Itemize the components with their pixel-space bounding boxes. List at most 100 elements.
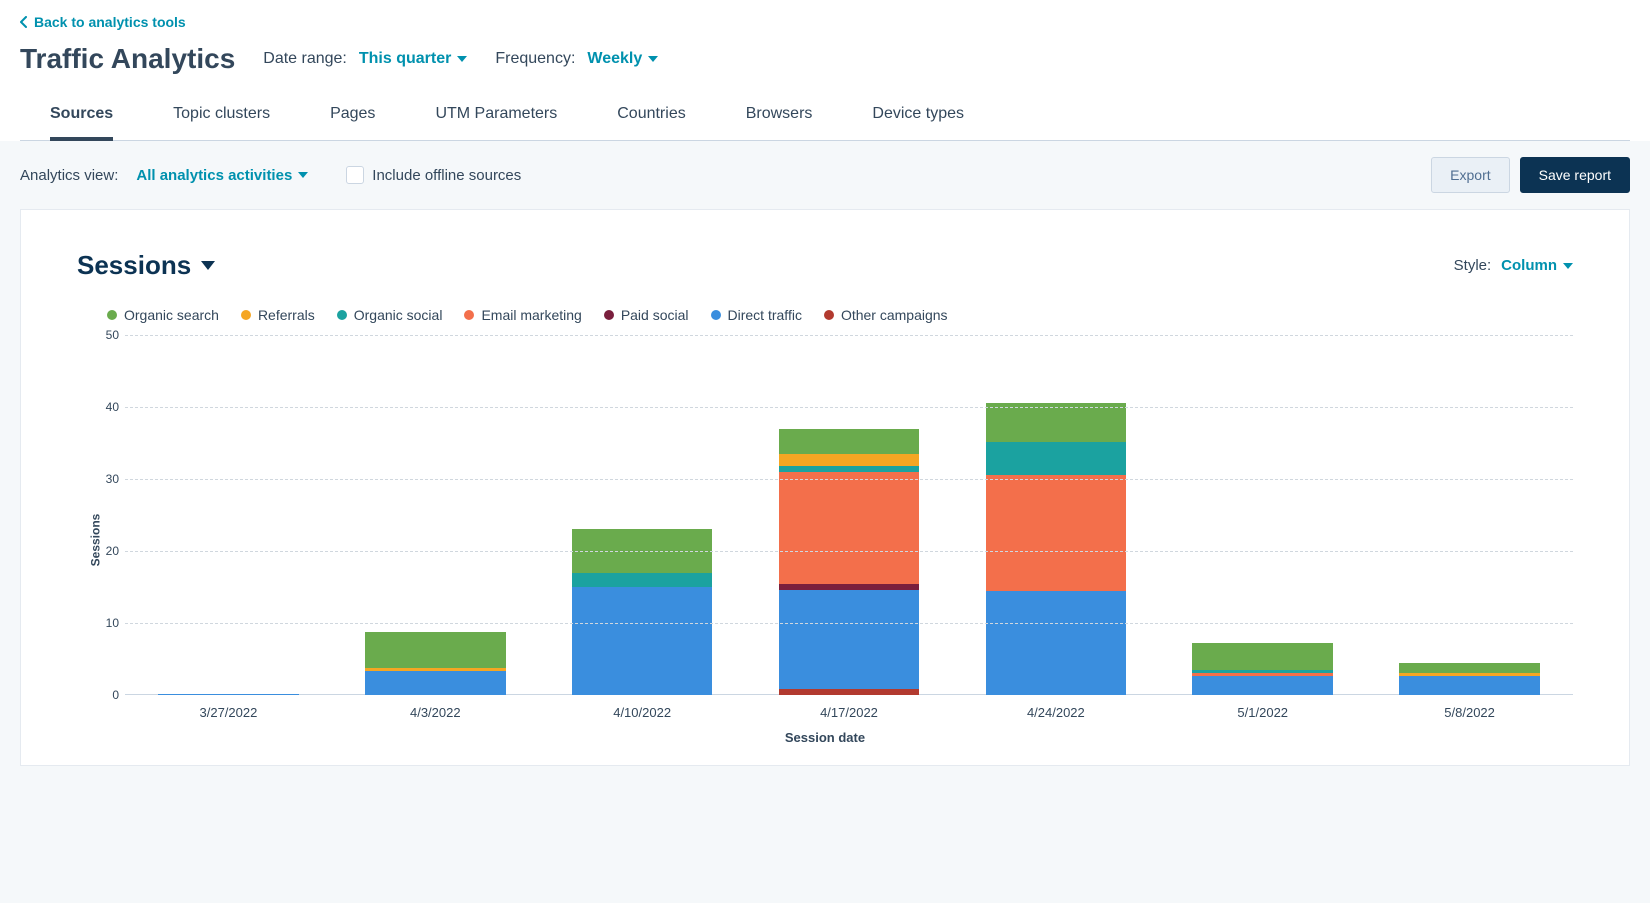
bar-segment-direct-traffic[interactable] [1399, 676, 1540, 695]
legend-swatch [604, 310, 614, 320]
bar-segment-organic-search[interactable] [1192, 643, 1333, 670]
legend-swatch [711, 310, 721, 320]
legend-item-email-marketing[interactable]: Email marketing [464, 307, 581, 323]
chart-plot: 01020304050 [125, 335, 1573, 695]
style-dropdown[interactable]: Column [1501, 257, 1573, 274]
bar-slot [1159, 335, 1366, 695]
caret-down-icon [457, 56, 467, 62]
bar-slot [125, 335, 332, 695]
legend-label: Direct traffic [728, 307, 802, 323]
bar[interactable] [572, 450, 713, 695]
x-axis-title: Session date [77, 730, 1573, 745]
bar-slot [746, 335, 953, 695]
bar-segment-organic-search[interactable] [779, 429, 920, 454]
legend-item-other-campaigns[interactable]: Other campaigns [824, 307, 948, 323]
tab-utm-parameters[interactable]: UTM Parameters [435, 97, 557, 141]
date-range-label: Date range: [263, 50, 347, 68]
back-link-label: Back to analytics tools [34, 14, 186, 30]
frequency-value: Weekly [587, 50, 642, 68]
y-axis-title: Sessions [88, 514, 102, 567]
legend-item-paid-social[interactable]: Paid social [604, 307, 689, 323]
frequency-dropdown[interactable]: Weekly [587, 50, 658, 68]
bar-slot [539, 335, 746, 695]
page-title: Traffic Analytics [20, 43, 235, 75]
bar-segment-email-marketing[interactable] [779, 472, 920, 583]
legend-item-direct-traffic[interactable]: Direct traffic [711, 307, 802, 323]
y-tick-label: 30 [91, 472, 119, 486]
bar-slot [952, 335, 1159, 695]
legend-label: Referrals [258, 307, 315, 323]
grid-line [125, 551, 1573, 552]
bar-segment-organic-search[interactable] [365, 632, 506, 668]
bar[interactable] [365, 544, 506, 695]
tab-device-types[interactable]: Device types [872, 97, 964, 141]
metric-dropdown[interactable]: Sessions [77, 250, 215, 281]
bar[interactable] [158, 673, 299, 695]
caret-down-icon [648, 56, 658, 62]
include-offline-checkbox[interactable]: Include offline sources [346, 166, 521, 184]
legend-item-organic-search[interactable]: Organic search [107, 307, 219, 323]
y-tick-label: 40 [91, 400, 119, 414]
analytics-view-dropdown[interactable]: All analytics activities [136, 167, 308, 184]
bar-slot [1366, 335, 1573, 695]
bar-segment-direct-traffic[interactable] [1192, 676, 1333, 695]
metric-title: Sessions [77, 250, 191, 281]
legend-item-referrals[interactable]: Referrals [241, 307, 315, 323]
bar-segment-other-campaigns[interactable] [779, 689, 920, 695]
bar-segment-email-marketing[interactable] [986, 475, 1127, 592]
x-tick-label: 3/27/2022 [125, 705, 332, 720]
x-tick-label: 4/17/2022 [746, 705, 953, 720]
save-report-button[interactable]: Save report [1520, 157, 1630, 193]
y-tick-label: 20 [91, 544, 119, 558]
bar-segment-direct-traffic[interactable] [158, 694, 299, 695]
bar-segment-organic-search[interactable] [986, 403, 1127, 442]
style-value: Column [1501, 257, 1557, 274]
date-range-value: This quarter [359, 50, 451, 68]
caret-down-icon [201, 261, 215, 270]
bar-segment-organic-social[interactable] [986, 442, 1127, 474]
y-tick-label: 10 [91, 616, 119, 630]
export-button[interactable]: Export [1431, 157, 1509, 193]
tab-countries[interactable]: Countries [617, 97, 685, 141]
bar-segment-direct-traffic[interactable] [572, 587, 713, 695]
bar-slot [332, 335, 539, 695]
bar[interactable] [779, 385, 920, 695]
grid-line [125, 479, 1573, 480]
bar-segment-referrals[interactable] [779, 454, 920, 466]
legend-item-organic-social[interactable]: Organic social [337, 307, 443, 323]
legend-label: Paid social [621, 307, 689, 323]
tab-sources[interactable]: Sources [50, 97, 113, 141]
bar-segment-direct-traffic[interactable] [986, 591, 1127, 695]
checkbox-box [346, 166, 364, 184]
bar[interactable] [986, 371, 1127, 695]
grid-line [125, 407, 1573, 408]
chevron-left-icon [20, 16, 28, 28]
legend-swatch [241, 310, 251, 320]
chart-card: Sessions Style: Column Organic search Ref… [20, 209, 1630, 766]
bar[interactable] [1192, 558, 1333, 695]
tab-topic-clusters[interactable]: Topic clusters [173, 97, 270, 141]
legend-swatch [824, 310, 834, 320]
back-link[interactable]: Back to analytics tools [20, 14, 186, 30]
x-tick-label: 4/3/2022 [332, 705, 539, 720]
x-tick-label: 4/24/2022 [952, 705, 1159, 720]
legend-swatch [337, 310, 347, 320]
tab-bar: Sources Topic clusters Pages UTM Parameters… [20, 97, 1630, 141]
caret-down-icon [1563, 263, 1573, 269]
tab-pages[interactable]: Pages [330, 97, 375, 141]
bar-segment-organic-search[interactable] [1399, 663, 1540, 674]
date-range-dropdown[interactable]: This quarter [359, 50, 467, 68]
legend-swatch [464, 310, 474, 320]
bar-segment-direct-traffic[interactable] [779, 590, 920, 689]
bar-segment-direct-traffic[interactable] [365, 671, 506, 695]
legend-swatch [107, 310, 117, 320]
analytics-view-value: All analytics activities [136, 167, 292, 184]
style-label: Style: [1454, 257, 1492, 274]
bar[interactable] [1399, 587, 1540, 695]
frequency-label: Frequency: [495, 50, 575, 68]
chart-legend: Organic search Referrals Organic social Ema… [107, 307, 1573, 323]
tab-browsers[interactable]: Browsers [746, 97, 813, 141]
bar-segment-organic-social[interactable] [572, 573, 713, 588]
y-tick-label: 50 [91, 328, 119, 342]
legend-label: Other campaigns [841, 307, 948, 323]
